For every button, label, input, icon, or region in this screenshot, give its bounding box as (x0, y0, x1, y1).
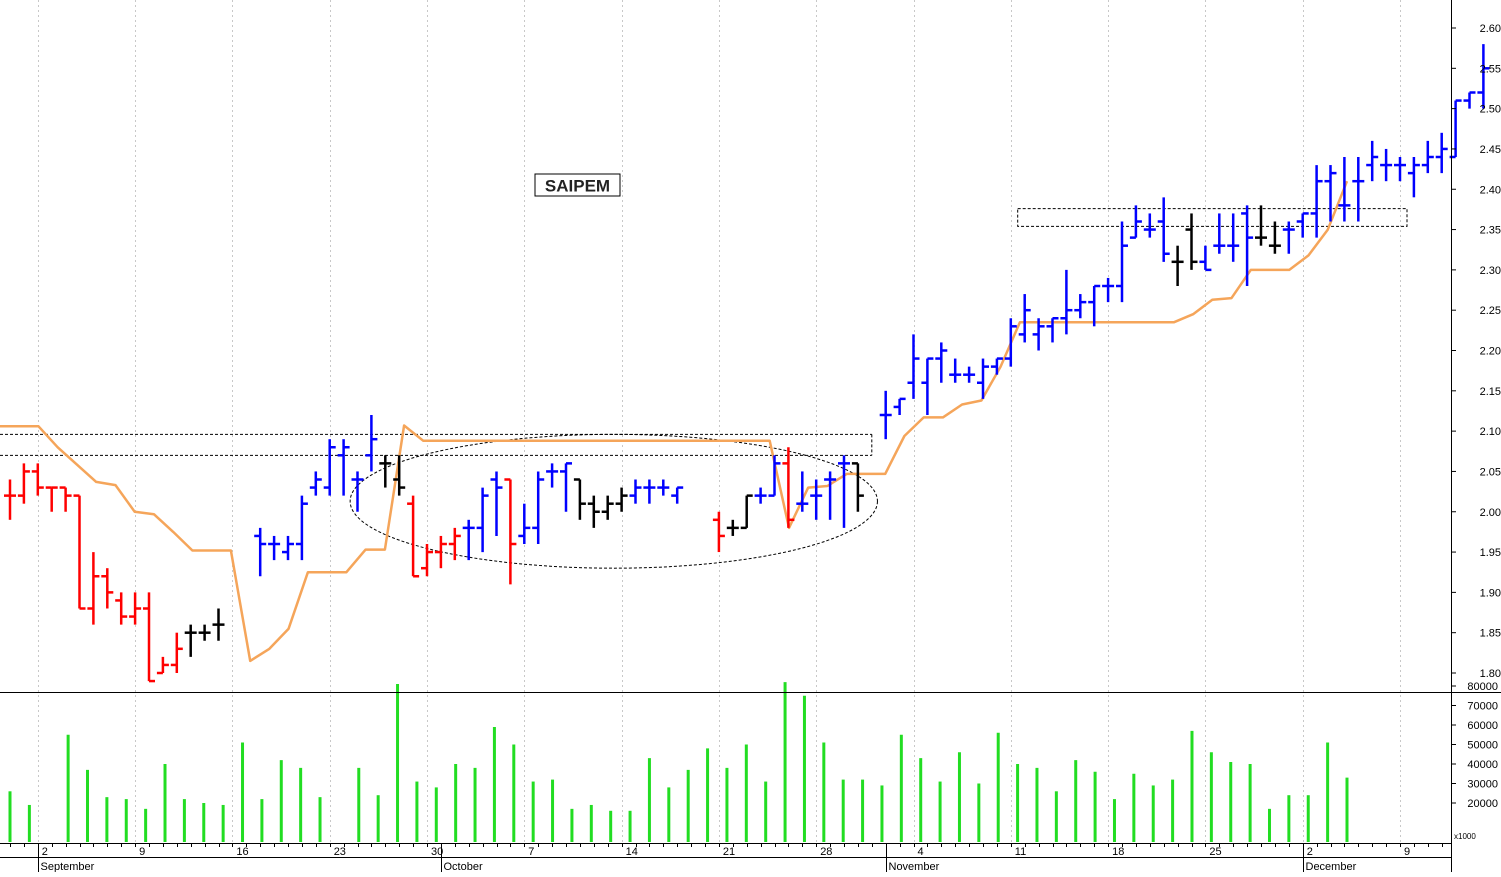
volume-tick-label: 30000 (1467, 779, 1498, 791)
date-day-label: 28 (820, 846, 832, 858)
price-tick-label: 2.10 (1480, 426, 1501, 438)
price-tick-label: 2.05 (1480, 466, 1501, 478)
date-day-label: 11 (1015, 846, 1026, 858)
price-tick-label: 1.90 (1480, 587, 1501, 599)
date-day-label: 4 (918, 846, 924, 858)
price-tick-label: 2.15 (1480, 386, 1501, 398)
date-day-label: 9 (1404, 846, 1410, 858)
price-tick-label: 2.25 (1480, 305, 1501, 317)
date-day-label: 23 (334, 846, 346, 858)
chart-title-box: SAIPEM (535, 174, 620, 196)
date-day-label: 25 (1209, 846, 1221, 858)
price-tick-label: 1.80 (1480, 668, 1501, 680)
date-day-label: 14 (626, 846, 638, 858)
date-day-label: 2 (42, 846, 48, 858)
volume-tick-label: 20000 (1467, 798, 1498, 810)
volume-tick-label: 40000 (1467, 759, 1498, 771)
volume-tick-label: 50000 (1467, 740, 1498, 752)
date-month-label: December (1306, 861, 1357, 872)
volume-unit-label: x1000 (1454, 832, 1476, 841)
price-tick-label: 1.95 (1480, 547, 1501, 559)
price-tick-label: 2.45 (1480, 144, 1501, 156)
date-day-label: 21 (723, 846, 735, 858)
date-day-label: 30 (431, 846, 443, 858)
volume-tick-label: 60000 (1467, 720, 1498, 732)
price-tick-label: 2.20 (1480, 346, 1501, 358)
price-tick-label: 1.85 (1480, 628, 1501, 640)
date-day-label: 18 (1112, 846, 1124, 858)
price-tick-label: 2.60 (1480, 23, 1501, 35)
date-day-label: 16 (236, 846, 248, 858)
date-day-label: 9 (139, 846, 145, 858)
price-tick-label: 2.35 (1480, 225, 1501, 237)
date-month-label: September (41, 861, 95, 872)
date-month-label: October (444, 861, 483, 872)
chart-title: SAIPEM (545, 177, 610, 196)
price-tick-label: 2.50 (1480, 104, 1501, 116)
price-tick-label: 2.00 (1480, 507, 1501, 519)
date-day-label: 7 (528, 846, 534, 858)
date-month-label: November (889, 861, 940, 872)
price-tick-label: 2.55 (1480, 63, 1501, 75)
price-tick-label: 2.30 (1480, 265, 1501, 277)
volume-tick-label: 80000 (1467, 681, 1498, 693)
volume-tick-label: 70000 (1467, 701, 1498, 713)
price-tick-label: 2.40 (1480, 184, 1501, 196)
date-day-label: 2 (1307, 846, 1313, 858)
